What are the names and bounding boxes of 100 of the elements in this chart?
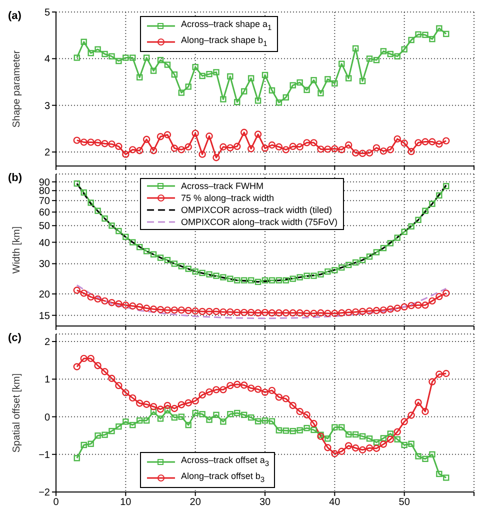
- point: [108, 298, 116, 306]
- point: [74, 54, 80, 61]
- point: [142, 136, 150, 143]
- point: [408, 302, 415, 310]
- point: [164, 62, 171, 68]
- point: [401, 442, 408, 448]
- point: [247, 384, 255, 392]
- point: [136, 400, 144, 407]
- point: [178, 401, 185, 408]
- point: [262, 417, 268, 424]
- point: [303, 310, 310, 317]
- point: [394, 428, 401, 436]
- y-tick-label: 2: [44, 148, 50, 159]
- point: [150, 147, 158, 154]
- point: [387, 50, 394, 58]
- point: [87, 138, 94, 146]
- point: [436, 140, 443, 148]
- point: [414, 302, 422, 309]
- point: [170, 306, 178, 314]
- point: [234, 410, 240, 416]
- point: [282, 428, 289, 434]
- y-axis-title: Spatial offset [km]: [12, 373, 23, 453]
- point: [192, 268, 198, 275]
- point: [234, 142, 241, 150]
- point: [150, 403, 158, 410]
- point: [142, 400, 150, 408]
- point: [296, 143, 304, 150]
- legend-label: 75 % along–track width: [181, 192, 274, 204]
- point: [101, 140, 108, 148]
- point: [332, 267, 338, 274]
- point: [136, 303, 144, 310]
- point: [234, 277, 240, 284]
- point: [352, 308, 360, 316]
- point: [136, 147, 144, 154]
- point: [338, 309, 346, 316]
- point: [171, 71, 178, 78]
- point: [276, 277, 282, 284]
- point: [352, 259, 359, 266]
- point: [213, 69, 220, 76]
- point: [157, 416, 164, 422]
- point: [429, 36, 436, 42]
- point: [212, 308, 220, 316]
- legend-label: OMPIXCOR across–track width (tiled): [181, 204, 332, 216]
- point: [136, 244, 143, 250]
- point: [324, 268, 331, 275]
- point: [372, 306, 380, 314]
- point: [136, 417, 143, 424]
- point: [303, 139, 310, 146]
- point: [443, 183, 450, 190]
- point: [164, 402, 172, 410]
- point: [262, 277, 268, 284]
- point: [282, 94, 289, 100]
- point: [324, 444, 332, 452]
- point: [122, 418, 129, 425]
- point: [226, 144, 234, 152]
- legend-label: Across–track FWHM: [181, 180, 264, 192]
- point: [254, 386, 262, 393]
- chart-title: (b): [8, 172, 22, 184]
- point: [394, 135, 401, 143]
- point: [206, 388, 213, 396]
- point: [436, 292, 443, 300]
- point: [220, 143, 227, 150]
- point: [108, 222, 115, 229]
- point: [73, 136, 80, 144]
- y-tick-label: −1: [38, 450, 50, 461]
- point: [303, 411, 310, 418]
- point: [116, 58, 122, 64]
- x-tick-label: 50: [398, 497, 410, 508]
- point: [290, 82, 296, 88]
- point: [282, 309, 290, 316]
- point: [408, 412, 415, 419]
- point: [213, 412, 220, 418]
- point: [164, 407, 171, 414]
- point: [331, 310, 338, 317]
- point: [150, 251, 157, 258]
- point: [102, 50, 108, 58]
- point: [227, 276, 234, 282]
- point: [422, 138, 429, 146]
- point: [275, 394, 283, 401]
- point: [74, 455, 80, 462]
- point: [150, 68, 157, 74]
- point: [304, 272, 310, 279]
- point: [296, 427, 303, 434]
- point: [116, 423, 122, 430]
- y-tick-label: 0: [44, 412, 50, 424]
- point: [380, 244, 387, 252]
- point: [346, 431, 352, 438]
- point: [88, 200, 94, 206]
- y-tick-label: 40: [38, 238, 50, 249]
- point: [282, 146, 290, 154]
- point: [101, 297, 108, 305]
- point: [240, 382, 248, 389]
- point: [394, 304, 401, 312]
- point: [199, 411, 206, 418]
- point: [442, 137, 450, 144]
- point: [130, 54, 136, 61]
- point: [73, 363, 80, 370]
- point: [429, 200, 436, 207]
- point: [346, 262, 352, 268]
- y-tick-label: 15: [38, 310, 50, 322]
